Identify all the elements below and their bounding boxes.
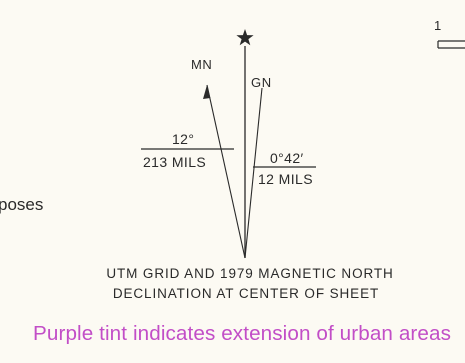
gn-angle-degrees: 0°42′	[270, 150, 304, 166]
mn-angle-mils: 213 MILS	[143, 154, 206, 170]
star-icon	[236, 29, 254, 46]
magnetic-north-arrowhead	[203, 85, 211, 99]
urban-extension-note: Purple tint indicates extension of urban…	[33, 323, 451, 345]
grid-north-line	[244, 87, 263, 259]
caption-line-2: DECLINATION AT CENTER OF SHEET	[113, 286, 379, 301]
magnetic-north-line	[206, 84, 246, 259]
mn-label: MN	[191, 57, 212, 72]
caption-line-1: UTM GRID AND 1979 MAGNETIC NORTH	[106, 266, 393, 281]
left-fragment-text: poses	[0, 195, 43, 214]
right-fragment-number: 1	[434, 18, 442, 33]
right-scale-fragment: 1	[434, 18, 465, 49]
gn-angle-mils: 12 MILS	[258, 171, 313, 187]
gn-label: GN	[251, 75, 272, 90]
declination-diagram: MN GN 12° 213 MILS 0°42′ 12 MILS UTM GRI…	[106, 29, 393, 301]
mn-angle-degrees: 12°	[172, 131, 194, 147]
